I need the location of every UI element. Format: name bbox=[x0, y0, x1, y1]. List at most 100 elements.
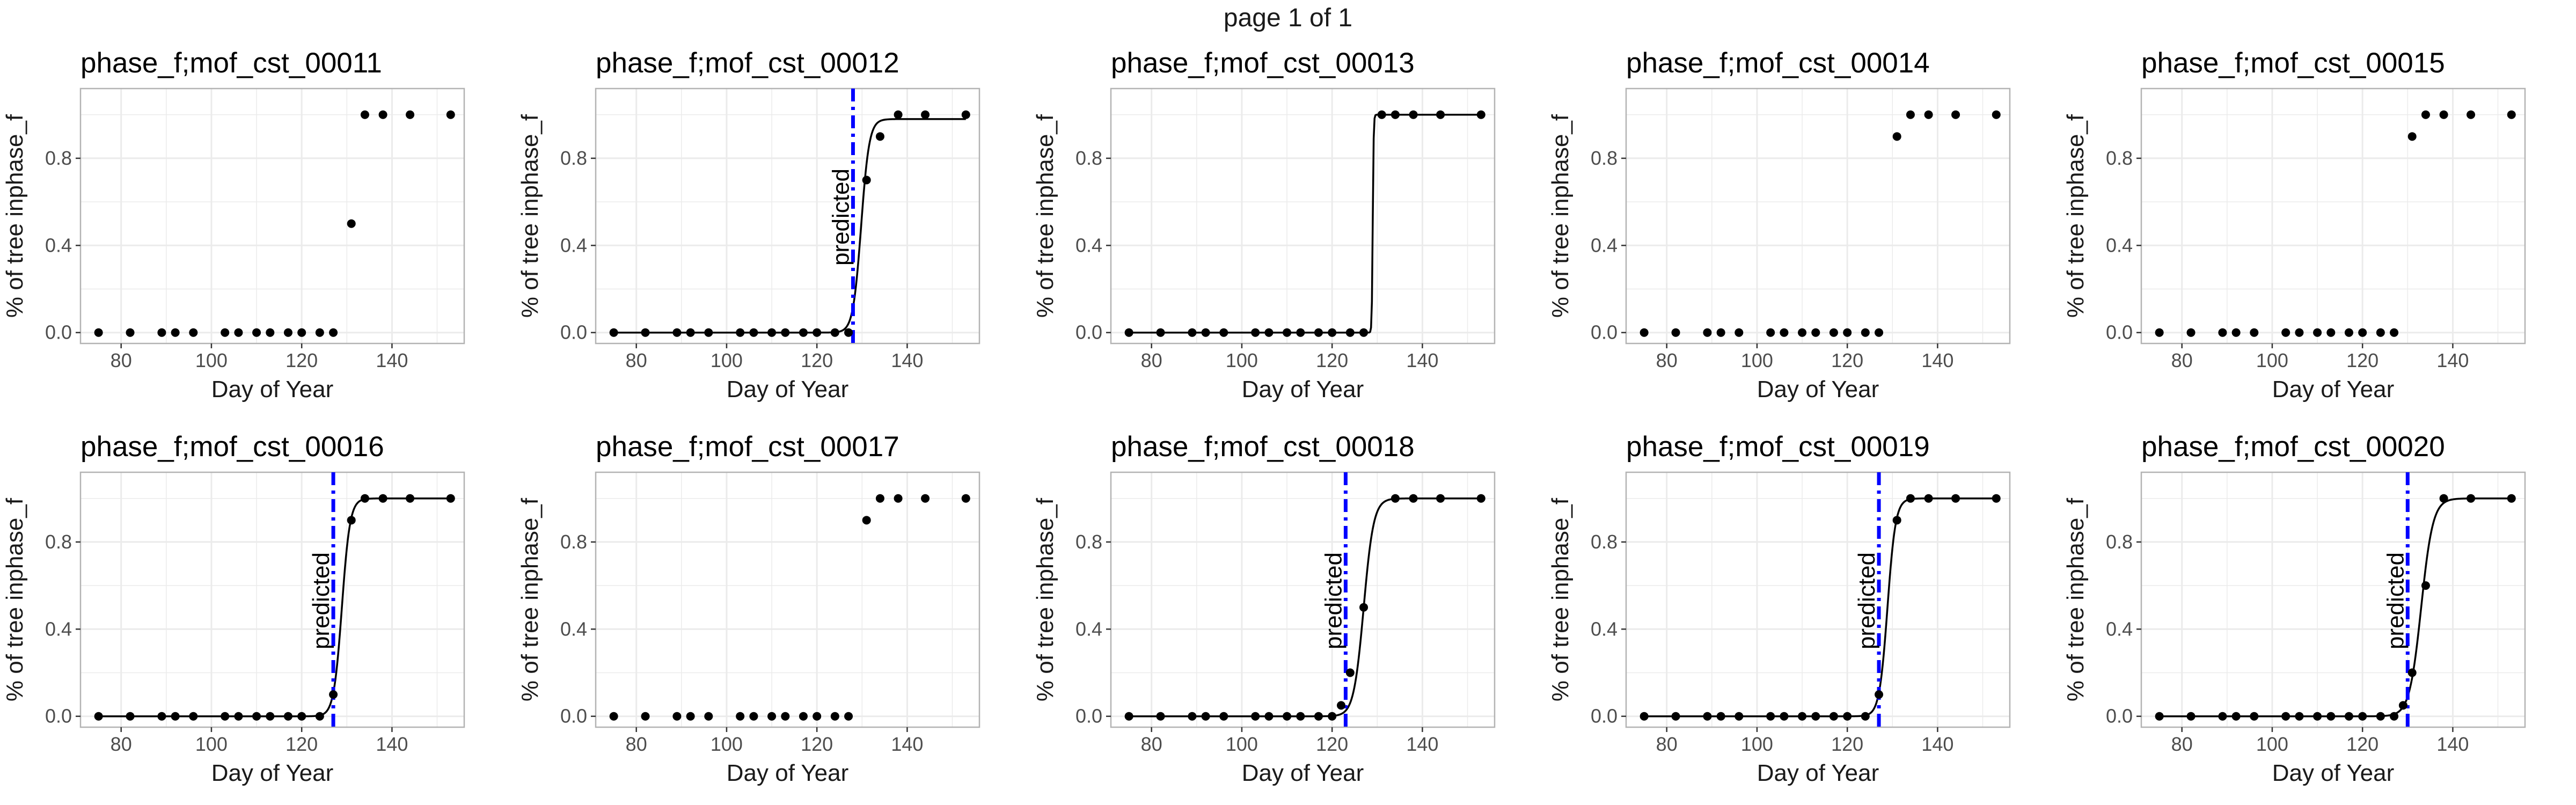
data-point bbox=[1671, 712, 1680, 721]
x-tick-label: 100 bbox=[195, 733, 228, 755]
data-point bbox=[672, 328, 682, 337]
data-point bbox=[1314, 328, 1323, 337]
data-point bbox=[2421, 581, 2430, 590]
data-point bbox=[2358, 328, 2367, 337]
data-point bbox=[686, 712, 695, 721]
data-point bbox=[2186, 328, 2196, 337]
y-tick-label: 0.8 bbox=[45, 531, 72, 553]
y-tick-label: 0.8 bbox=[1591, 147, 1618, 169]
data-point bbox=[767, 328, 777, 337]
data-point bbox=[2407, 668, 2417, 677]
data-point bbox=[329, 690, 338, 699]
x-tick-label: 80 bbox=[1141, 733, 1162, 755]
panel-title: phase_f;mof_cst_00019 bbox=[1626, 431, 1930, 463]
panel-title: phase_f;mof_cst_00012 bbox=[596, 47, 899, 79]
x-axis-label: Day of Year bbox=[1242, 376, 1364, 402]
data-point bbox=[736, 328, 745, 337]
data-point bbox=[1188, 328, 1197, 337]
data-point bbox=[157, 328, 166, 337]
x-tick-label: 100 bbox=[1226, 733, 1258, 755]
data-point bbox=[1716, 328, 1725, 337]
x-tick-label: 80 bbox=[626, 733, 647, 755]
data-point bbox=[2155, 712, 2164, 721]
x-tick-label: 100 bbox=[2256, 349, 2288, 371]
x-tick-label: 100 bbox=[195, 349, 228, 371]
data-point bbox=[1377, 110, 1386, 119]
x-tick-label: 80 bbox=[1656, 349, 1678, 371]
data-point bbox=[1391, 110, 1400, 119]
data-point bbox=[171, 328, 180, 337]
data-point bbox=[1992, 110, 2001, 119]
data-point bbox=[446, 494, 455, 503]
data-point bbox=[686, 328, 695, 337]
data-point bbox=[1861, 712, 1870, 721]
data-point bbox=[1829, 328, 1838, 337]
panel-border bbox=[79, 87, 465, 345]
data-point bbox=[1219, 712, 1228, 721]
x-tick-label: 80 bbox=[2171, 349, 2193, 371]
x-tick-label: 140 bbox=[891, 733, 923, 755]
y-tick-label: 0.0 bbox=[1591, 321, 1618, 343]
data-point bbox=[1829, 712, 1838, 721]
data-point bbox=[189, 712, 198, 721]
data-point bbox=[2344, 328, 2353, 337]
data-point bbox=[1843, 328, 1852, 337]
data-point bbox=[266, 328, 275, 337]
data-point bbox=[704, 328, 713, 337]
x-axis-label: Day of Year bbox=[211, 376, 334, 402]
y-axis-label: % of tree inphase_f bbox=[2, 114, 28, 318]
panel-4: 80 100 120 140 0.0 0.4 0.8 Day of Year % of tree… bbox=[1547, 47, 2011, 402]
x-tick-label: 100 bbox=[1226, 349, 1258, 371]
data-point bbox=[2358, 712, 2367, 721]
x-axis-label: Day of Year bbox=[211, 760, 334, 786]
data-point bbox=[830, 712, 839, 721]
data-point bbox=[1766, 712, 1775, 721]
data-point bbox=[2295, 712, 2304, 721]
data-point bbox=[1992, 494, 2001, 503]
data-point bbox=[2390, 712, 2399, 721]
predicted-label: predicted bbox=[828, 169, 854, 266]
y-tick-label: 0.0 bbox=[1075, 321, 1102, 343]
data-point bbox=[329, 328, 338, 337]
x-tick-label: 120 bbox=[801, 349, 833, 371]
data-point bbox=[799, 328, 808, 337]
data-point bbox=[1951, 110, 1960, 119]
data-point bbox=[2295, 328, 2304, 337]
data-point bbox=[1703, 712, 1712, 721]
data-point bbox=[2231, 712, 2241, 721]
data-point bbox=[1264, 712, 1274, 721]
data-point bbox=[1359, 603, 1368, 612]
panel-title: phase_f;mof_cst_00014 bbox=[1626, 47, 1930, 79]
panel-title: phase_f;mof_cst_00016 bbox=[80, 431, 384, 463]
data-point bbox=[1314, 712, 1323, 721]
fit-curve bbox=[98, 497, 451, 718]
data-point bbox=[234, 328, 243, 337]
data-point bbox=[1436, 494, 1445, 503]
data-point bbox=[1892, 132, 1901, 141]
predicted-label: predicted bbox=[308, 552, 334, 649]
y-tick-label: 0.8 bbox=[1591, 531, 1618, 553]
data-point bbox=[1892, 516, 1901, 525]
data-point bbox=[1766, 328, 1775, 337]
data-point bbox=[844, 328, 853, 337]
x-tick-label: 120 bbox=[1831, 733, 1863, 755]
data-point bbox=[2407, 132, 2417, 141]
data-point bbox=[1283, 328, 1292, 337]
data-point bbox=[1476, 494, 1485, 503]
predicted-label: predicted bbox=[1320, 552, 1346, 649]
data-point bbox=[2250, 328, 2259, 337]
y-tick-label: 0.8 bbox=[2106, 147, 2133, 169]
y-tick-label: 0.4 bbox=[1075, 618, 1102, 640]
fit-curve bbox=[1129, 497, 1481, 718]
x-tick-label: 80 bbox=[1141, 349, 1162, 371]
data-point bbox=[283, 328, 292, 337]
y-tick-label: 0.8 bbox=[45, 147, 72, 169]
data-point bbox=[1780, 712, 1789, 721]
data-point bbox=[2344, 712, 2353, 721]
data-point bbox=[1843, 712, 1852, 721]
y-tick-label: 0.8 bbox=[1075, 531, 1102, 553]
x-tick-label: 140 bbox=[2436, 349, 2469, 371]
data-point bbox=[1296, 328, 1305, 337]
data-point bbox=[813, 328, 822, 337]
fit-curve bbox=[1129, 113, 1481, 334]
